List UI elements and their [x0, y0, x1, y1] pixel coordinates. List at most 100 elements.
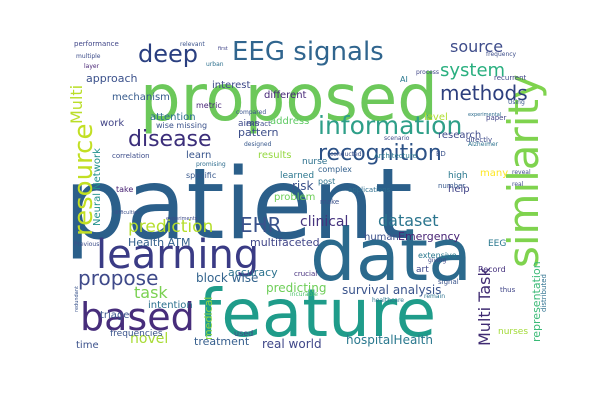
word-recognition: recognition — [318, 141, 442, 166]
word-work: work — [100, 118, 124, 129]
word-learn: learn — [186, 150, 211, 161]
word-relevant: relevant — [180, 41, 205, 48]
word-used: used — [234, 329, 253, 338]
word-high: high — [448, 171, 468, 181]
word-help: help — [448, 184, 470, 195]
word-crucial: crucial — [294, 270, 317, 278]
word-urban: urban — [206, 61, 224, 68]
word-frequencies: frequencies — [110, 329, 163, 339]
word-architecture: Architecture — [374, 152, 417, 160]
word-eeg-signals: EEG signals — [232, 37, 384, 67]
word-accuracy: accuracy — [228, 266, 278, 279]
word-disease: disease — [128, 127, 212, 152]
word-health-atm: Health ATM — [128, 236, 191, 249]
word-mechanism: mechanism — [112, 92, 170, 103]
word-proposed: proposed — [140, 62, 438, 136]
word-previous: Previous — [74, 241, 99, 248]
word-distributed: distributed — [540, 274, 548, 312]
word-clinical: clinical — [300, 214, 348, 230]
word-methods: methods — [440, 81, 528, 105]
word-recurrent: recurrent — [494, 74, 527, 82]
word-task: task — [134, 283, 168, 302]
word-ehr: EHR — [240, 213, 282, 237]
word-ed: ED — [436, 150, 446, 158]
word-wise-missing: wise missing — [156, 121, 207, 130]
word-remain: remain — [424, 293, 445, 300]
word-multi: Multi — [67, 85, 86, 124]
word-block-wise: block wise — [196, 271, 258, 285]
word-multifaceted: multifaceted — [250, 236, 320, 249]
word-eeg: EEG — [488, 239, 506, 249]
word-thus: thus — [500, 286, 516, 294]
word-frequency: frequency — [486, 51, 517, 58]
word-extract: extract — [246, 120, 271, 128]
word-metric: metric — [196, 101, 222, 110]
word-treatment: treatment — [194, 335, 250, 348]
word-real-world: real world — [262, 337, 322, 351]
word-similarity: similarity — [499, 74, 548, 268]
word-first: first — [218, 46, 228, 52]
word-research: research — [438, 130, 481, 141]
word-nurse: nurse — [302, 157, 328, 167]
word-process: process — [416, 69, 439, 76]
word-results: results — [258, 150, 292, 161]
word-real: real — [512, 181, 524, 188]
word-ai: AI — [400, 75, 408, 84]
word-directly: directly — [466, 136, 492, 144]
word-applications: applications — [348, 186, 391, 194]
word-propose: propose — [78, 266, 158, 290]
word-pattern: pattern — [238, 126, 278, 139]
word-multi-task: Multi Task — [475, 267, 494, 346]
word-designed: designed — [244, 141, 272, 148]
word-based: based — [80, 295, 195, 339]
word-resource: resource — [69, 124, 99, 236]
word-experimental: experimental — [468, 112, 501, 118]
word-dataset: dataset — [378, 211, 439, 230]
word-compared: compared — [236, 109, 266, 116]
word-deep: deep — [138, 40, 198, 68]
word-interest: interest — [212, 80, 250, 91]
word-multiple: multiple — [76, 53, 101, 60]
word-conducted: conducted — [330, 151, 362, 158]
word-extensive: extensive — [418, 251, 457, 260]
word-representation: representation — [530, 261, 543, 342]
word-record: Record — [478, 265, 506, 274]
word-level: level — [424, 112, 448, 123]
word-feature: feature — [198, 275, 436, 352]
word-aims: aims — [238, 119, 260, 129]
word-take: take — [116, 185, 133, 194]
word-art: art — [416, 265, 429, 275]
word-difficulties: difficulties — [114, 210, 140, 216]
word-different: different — [264, 90, 307, 101]
word-post: post — [318, 177, 335, 186]
word-correlation: correlation — [112, 152, 150, 160]
word-medical: medical — [202, 297, 215, 340]
word-learning: learning — [96, 232, 259, 278]
word-many: many — [480, 168, 508, 179]
word-redundant: redundant — [74, 286, 80, 312]
word-time: time — [76, 340, 99, 351]
word-human: human — [364, 232, 399, 243]
word-triage: triage — [100, 310, 129, 321]
word-approach: approach — [86, 72, 138, 85]
word-information: information — [318, 111, 462, 140]
word-using: Using — [508, 99, 525, 106]
word-signal: signal — [438, 278, 459, 286]
word-prediction: prediction — [128, 217, 213, 237]
word-complex: complex — [318, 165, 352, 174]
word-paper: paper — [486, 114, 506, 122]
word-novel: novel — [130, 331, 168, 347]
word-address: address — [270, 116, 309, 127]
word-intention: intention — [148, 300, 193, 311]
word-performance: performance — [74, 40, 119, 48]
word-problem: problem — [274, 192, 315, 203]
word-predicting: predicting — [266, 281, 326, 295]
word-neural-network: Neural Network — [92, 148, 103, 226]
word-nurses: nurses — [498, 327, 528, 337]
word-source: source — [450, 37, 503, 56]
word-reveal: reveal — [512, 169, 531, 176]
word-learned: learned — [280, 171, 314, 181]
word-hospitalhealth: hospitalHealth — [346, 333, 433, 347]
word-make: make — [320, 198, 339, 206]
